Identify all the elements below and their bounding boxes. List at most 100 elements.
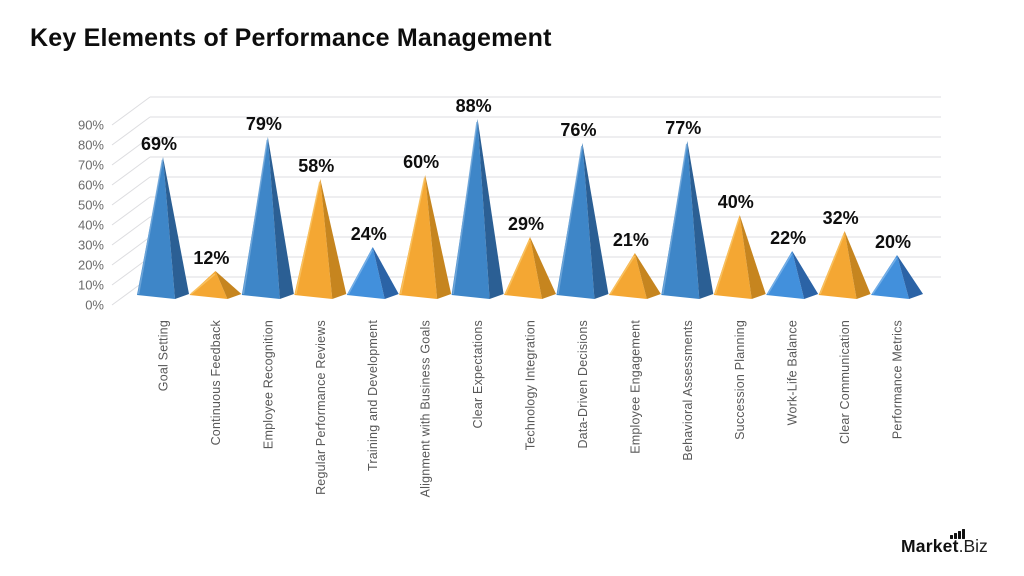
category-label: Employee Engagement bbox=[628, 320, 642, 454]
pyramid-edge-highlight bbox=[819, 233, 845, 295]
grid-depth-diagonal bbox=[111, 116, 151, 146]
category-label: Behavioral Assessments bbox=[681, 320, 695, 461]
value-label: 22% bbox=[770, 228, 806, 248]
pyramid-front-face bbox=[556, 143, 595, 299]
category-label: Regular Performance Reviews bbox=[314, 320, 328, 495]
logo-text: Market.Biz bbox=[901, 536, 988, 557]
pyramid-side-face bbox=[530, 237, 557, 299]
grid-depth-diagonal bbox=[111, 96, 151, 126]
category-label: Data-Driven Decisions bbox=[576, 320, 590, 449]
value-label: 32% bbox=[823, 208, 859, 228]
pyramid-side-face bbox=[687, 141, 714, 299]
value-label: 40% bbox=[718, 192, 754, 212]
grid-depth-diagonal bbox=[111, 236, 151, 266]
pyramid-side-face bbox=[477, 119, 504, 299]
category-label: Clear Communication bbox=[838, 320, 852, 444]
pyramid-side-face bbox=[425, 175, 452, 299]
category-label: Technology Integration bbox=[524, 320, 538, 450]
pyramid-side-face bbox=[582, 143, 609, 299]
y-axis-tick-label: 50% bbox=[78, 198, 104, 213]
logo-biz: .Biz bbox=[958, 536, 988, 556]
pyramid-edge-highlight bbox=[242, 139, 269, 295]
pyramid-side-face bbox=[897, 255, 924, 299]
y-axis-tick-label: 90% bbox=[78, 118, 104, 133]
pyramid-front-face bbox=[871, 255, 910, 299]
pyramid-side-face bbox=[215, 271, 242, 299]
pyramid-front-face bbox=[766, 251, 805, 299]
category-label: Employee Recognition bbox=[261, 320, 275, 449]
pyramid-side-face bbox=[320, 179, 347, 299]
y-axis-tick-label: 60% bbox=[78, 178, 104, 193]
pyramid-edge-highlight bbox=[347, 249, 373, 295]
pyramid-front-face bbox=[346, 247, 385, 299]
marketbiz-logo: Market.Biz bbox=[901, 529, 1016, 561]
value-label: 77% bbox=[665, 118, 701, 138]
pyramid-front-face bbox=[294, 179, 333, 299]
pyramid-edge-highlight bbox=[452, 121, 478, 295]
category-label: Continuous Feedback bbox=[209, 319, 223, 445]
category-label: Performance Metrics bbox=[891, 320, 905, 439]
y-axis-tick-label: 0% bbox=[85, 298, 104, 313]
category-label: Work-Life Balance bbox=[786, 320, 800, 425]
y-axis-tick-label: 10% bbox=[78, 278, 104, 293]
category-label: Succession Planning bbox=[733, 320, 747, 440]
pyramid-side-face bbox=[634, 253, 661, 299]
category-label: Goal Setting bbox=[157, 320, 171, 391]
page-title: Key Elements of Performance Management bbox=[30, 24, 552, 52]
pyramid-side-face bbox=[372, 247, 399, 299]
pyramid-edge-highlight bbox=[295, 181, 321, 295]
bar-chart-icon bbox=[950, 529, 965, 539]
grid-depth-diagonal bbox=[111, 216, 151, 246]
pyramid-front-face bbox=[608, 253, 647, 299]
value-label: 29% bbox=[508, 214, 544, 234]
pyramid-side-face bbox=[163, 157, 189, 299]
value-label: 21% bbox=[613, 230, 649, 250]
pyramid-side-face bbox=[739, 215, 766, 299]
value-label: 69% bbox=[141, 134, 177, 154]
pyramid-side-face bbox=[844, 231, 871, 299]
pyramid-front-face bbox=[713, 215, 752, 299]
category-label: Training and Development bbox=[366, 320, 380, 471]
pyramid-edge-highlight bbox=[504, 239, 531, 295]
value-label: 88% bbox=[456, 96, 492, 116]
pyramid-edge-highlight bbox=[766, 253, 793, 295]
grid-depth-diagonal bbox=[111, 136, 151, 166]
value-label: 24% bbox=[351, 224, 387, 244]
pyramid-front-face bbox=[241, 137, 280, 299]
y-axis-tick-label: 30% bbox=[78, 238, 104, 253]
pyramid-side-face bbox=[267, 137, 294, 299]
value-label: 58% bbox=[298, 156, 334, 176]
y-axis-tick-label: 70% bbox=[78, 158, 104, 173]
pyramid-edge-highlight bbox=[557, 145, 583, 295]
y-axis-tick-label: 80% bbox=[78, 138, 104, 153]
pyramid-front-face bbox=[451, 119, 490, 299]
category-label: Alignment with Business Goals bbox=[419, 320, 433, 497]
pyramid-front-face bbox=[818, 231, 857, 299]
value-label: 76% bbox=[560, 120, 596, 140]
pyramid-front-face bbox=[504, 237, 543, 299]
grid-depth-diagonal bbox=[111, 156, 151, 186]
value-label: 12% bbox=[193, 248, 229, 268]
grid-depth-diagonal bbox=[111, 176, 151, 206]
value-label: 20% bbox=[875, 232, 911, 252]
value-label: 60% bbox=[403, 152, 439, 172]
pyramid-edge-highlight bbox=[609, 255, 636, 295]
pyramid-edge-highlight bbox=[190, 273, 216, 295]
pyramid-edge-highlight bbox=[662, 143, 688, 295]
pyramid-front-face bbox=[189, 271, 228, 299]
pyramid-front-face bbox=[399, 175, 438, 299]
pyramid-front-face bbox=[661, 141, 700, 299]
pyramid-edge-highlight bbox=[714, 217, 740, 295]
value-label: 79% bbox=[246, 114, 282, 134]
pyramid-edge-highlight bbox=[871, 257, 898, 295]
category-label: Clear Expectations bbox=[471, 320, 485, 429]
grid-depth-diagonal bbox=[111, 196, 151, 226]
pyramid-edge-highlight bbox=[137, 159, 164, 295]
y-axis-tick-label: 20% bbox=[78, 258, 104, 273]
pyramid-edge-highlight bbox=[399, 177, 426, 295]
y-axis-tick-label: 40% bbox=[78, 218, 104, 233]
pyramid-front-face bbox=[137, 157, 175, 299]
logo-market: Market bbox=[901, 536, 959, 556]
